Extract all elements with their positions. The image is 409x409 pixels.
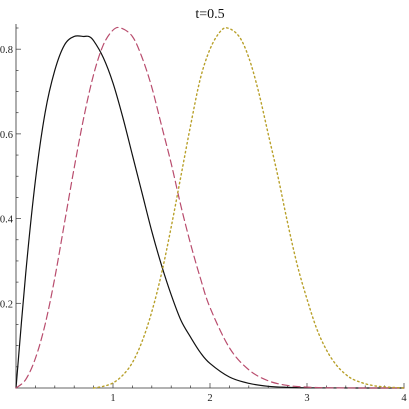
x-tick-label: 2 bbox=[207, 393, 212, 404]
y-tick-label: 0.8 bbox=[0, 45, 13, 56]
y-tick-label: 0.4 bbox=[0, 215, 14, 226]
axes: 1 2 3 4 0.2 0.4 0.6 0.8 bbox=[0, 24, 407, 404]
series-layer bbox=[15, 26, 405, 389]
y-tick-label: 0.2 bbox=[0, 299, 13, 310]
series-line-dashed bbox=[15, 26, 405, 389]
chart-title: t=0.5 bbox=[195, 7, 224, 22]
series-line-dotted bbox=[92, 27, 405, 389]
x-tick-label: 3 bbox=[304, 393, 309, 404]
y-tick-label: 0.6 bbox=[0, 130, 13, 141]
x-tick-label: 4 bbox=[401, 393, 407, 404]
series-line-solid bbox=[15, 35, 405, 389]
x-tick-label: 1 bbox=[110, 393, 115, 404]
